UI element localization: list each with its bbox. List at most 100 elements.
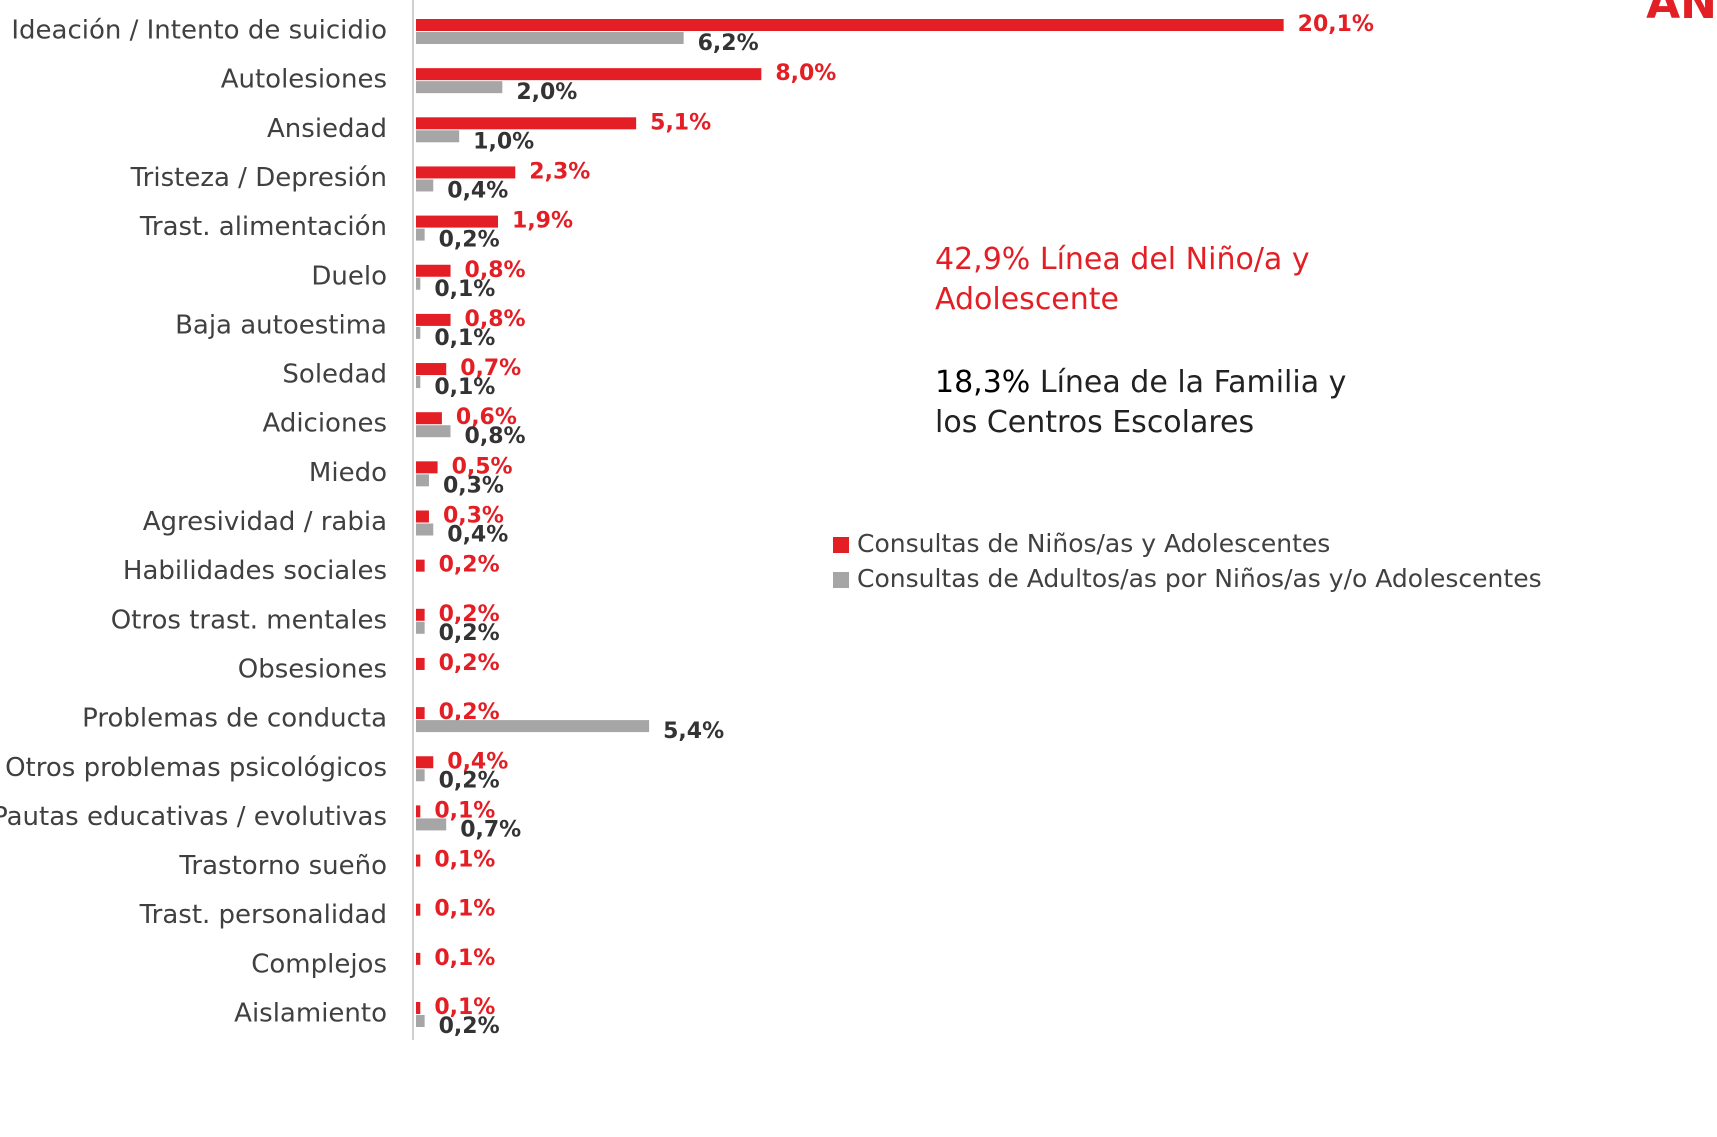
- y-tick-label: Otros problemas psicológicos: [5, 753, 387, 783]
- data-label: 0,1%: [434, 277, 495, 302]
- legend-label: Consultas de Adultos/as por Niños/as y/o…: [857, 564, 1542, 593]
- y-tick-label: Problemas de conducta: [82, 704, 387, 734]
- y-tick-label: Trast. personalidad: [139, 900, 387, 930]
- bar: [416, 474, 429, 487]
- bar: [416, 756, 434, 769]
- data-label: 0,4%: [447, 178, 508, 203]
- data-label: 0,8%: [465, 258, 526, 283]
- y-tick-label: Pautas educativas / evolutivas: [0, 802, 387, 832]
- bar: [416, 1002, 421, 1014]
- y-tick-label: Duelo: [311, 261, 387, 291]
- data-label: 0,7%: [460, 817, 521, 842]
- data-label: 0,3%: [443, 473, 504, 498]
- data-label: 0,7%: [460, 356, 521, 381]
- annotation-text: Línea de la Familia y los Centros Escola…: [935, 365, 1347, 440]
- data-label: 0,1%: [434, 375, 495, 400]
- data-label: 1,0%: [473, 129, 534, 154]
- data-label: 1,9%: [512, 209, 573, 234]
- y-tick-label: Trastorno sueño: [178, 851, 387, 881]
- bar: [416, 376, 421, 389]
- annotation-highlight: 42,9%: [935, 242, 1031, 277]
- bar: [416, 903, 421, 916]
- bar: [416, 621, 425, 634]
- y-tick-label: Agresividad / rabia: [143, 507, 387, 537]
- bar: [416, 117, 637, 130]
- data-label: 0,1%: [434, 897, 495, 922]
- data-label: 0,2%: [439, 651, 500, 676]
- bar: [416, 326, 421, 339]
- data-label: 2,0%: [516, 80, 577, 105]
- annotation-highlight: 18,3%: [935, 365, 1031, 400]
- data-label: 0,1%: [434, 946, 495, 971]
- annotation: 18,3% Línea de la Familia y los Centros …: [935, 363, 1375, 443]
- data-label: 0,8%: [465, 424, 526, 449]
- data-label: 0,3%: [443, 504, 504, 529]
- bar: [416, 657, 425, 670]
- data-label: 0,2%: [439, 768, 500, 793]
- bar: [416, 179, 434, 192]
- bar: [416, 425, 451, 438]
- y-tick-label: Miedo: [309, 458, 387, 488]
- bar: [416, 769, 425, 782]
- bar: [416, 363, 447, 376]
- bar: [416, 854, 421, 867]
- y-tick-label: Habilidades sociales: [123, 556, 387, 586]
- y-tick-label: Complejos: [251, 949, 387, 979]
- bar: [416, 313, 451, 326]
- y-tick-label: Ansiedad: [267, 114, 387, 144]
- bar: [416, 559, 425, 572]
- bar: [416, 818, 447, 831]
- bar: [416, 228, 425, 241]
- y-tick-label: Baja autoestima: [175, 310, 387, 340]
- data-label: 0,5%: [452, 454, 513, 479]
- data-label: 0,8%: [465, 307, 526, 332]
- data-label: 0,6%: [456, 405, 517, 430]
- data-label: 5,4%: [663, 719, 724, 744]
- data-label: 0,2%: [439, 553, 500, 578]
- data-label: 5,1%: [650, 110, 711, 135]
- bar: [416, 68, 762, 81]
- bar: [416, 130, 460, 143]
- bar: [416, 461, 438, 474]
- legend-label: Consultas de Niños/as y Adolescentes: [857, 529, 1330, 558]
- chart-title: AN: [1646, 0, 1717, 29]
- y-tick-label: Ideación / Intento de suicidio: [11, 16, 387, 46]
- y-tick-label: Adiciones: [262, 409, 387, 439]
- y-tick-label: Autolesiones: [221, 65, 387, 95]
- bar: [416, 215, 499, 228]
- y-tick-label: Tristeza / Depresión: [130, 163, 387, 193]
- data-label: 0,2%: [439, 228, 500, 253]
- data-label: 2,3%: [529, 159, 590, 184]
- bar: [416, 264, 451, 277]
- legend-swatch: [833, 537, 849, 553]
- bar: [416, 81, 503, 94]
- bar: [416, 707, 425, 720]
- bar: [416, 510, 429, 523]
- data-label: 0,2%: [439, 621, 500, 646]
- data-label: 0,1%: [434, 326, 495, 351]
- data-label: 0,1%: [434, 848, 495, 873]
- y-tick-label: Obsesiones: [238, 654, 387, 684]
- bar: [416, 412, 442, 425]
- y-tick-label: Otros trast. mentales: [111, 605, 387, 635]
- data-label: 8,0%: [775, 61, 836, 86]
- data-label: 0,2%: [439, 602, 500, 627]
- bar: [416, 1015, 425, 1027]
- y-tick-label: Trast. alimentación: [139, 212, 387, 242]
- bar: [416, 608, 425, 621]
- bar: [416, 805, 421, 818]
- y-tick-label: Soledad: [282, 360, 387, 390]
- bar: [416, 720, 650, 733]
- y-tick-label: Aislamiento: [234, 999, 387, 1029]
- legend-swatch: [833, 572, 849, 588]
- data-label: 0,2%: [439, 1014, 500, 1039]
- bar: [416, 19, 1284, 31]
- annotation: 42,9% Línea del Niño/a y Adolescente: [935, 240, 1375, 320]
- data-label: 6,2%: [698, 31, 759, 56]
- data-label: 0,4%: [447, 749, 508, 774]
- bar: [416, 277, 421, 290]
- bar: [416, 166, 516, 179]
- bar: [416, 952, 421, 965]
